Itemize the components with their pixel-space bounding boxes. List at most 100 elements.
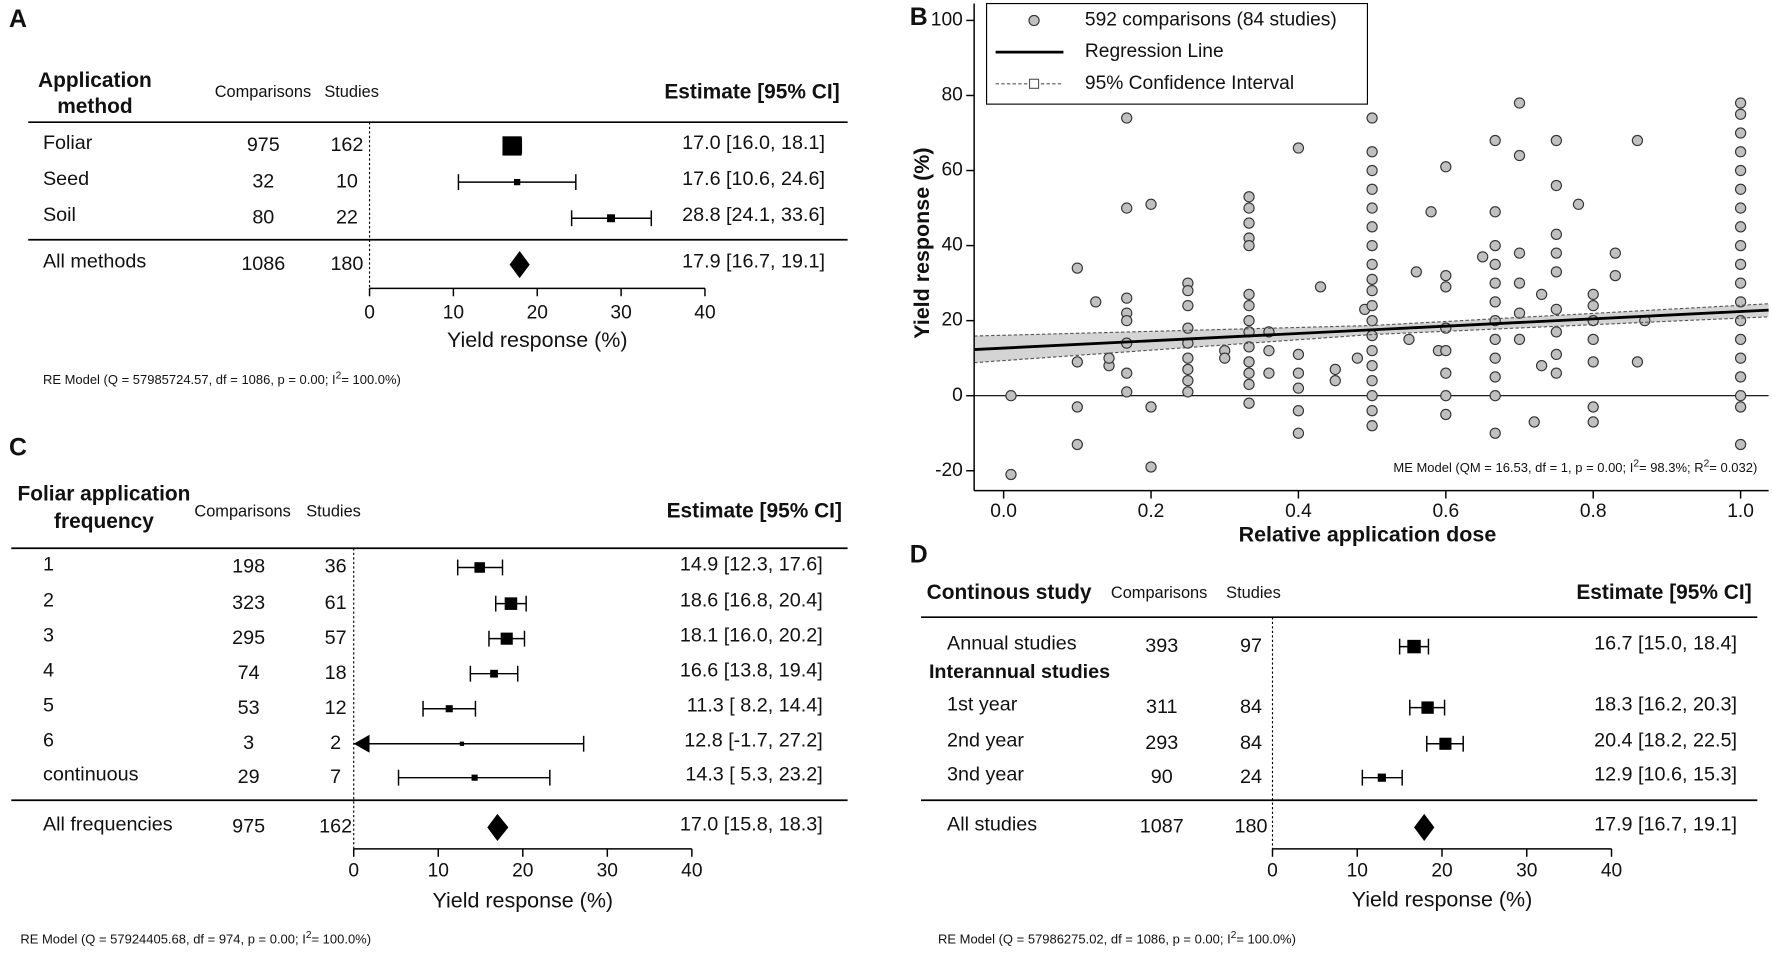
data-point — [1292, 382, 1305, 394]
column-header: Studies — [1226, 584, 1281, 602]
superscript: 2 — [306, 929, 312, 940]
data-point — [1329, 363, 1341, 376]
data-point — [1071, 438, 1083, 451]
estimate-label: 18.3 [16.2, 20.3] — [1594, 694, 1737, 716]
data-point — [1734, 97, 1747, 109]
data-point — [1550, 179, 1563, 192]
studies-value: 162 — [319, 816, 352, 838]
data-point — [1734, 239, 1747, 252]
y-tick-label: -20 — [935, 460, 963, 481]
data-point — [1243, 202, 1255, 214]
x-axis-label: Relative application dose — [1239, 523, 1497, 547]
x-tick-label: 0.0 — [990, 501, 1017, 522]
comparisons-value: 393 — [1145, 635, 1178, 657]
data-point — [1734, 314, 1747, 327]
data-point — [1550, 303, 1563, 316]
data-point — [1513, 307, 1526, 319]
estimate-label: 20.4 [18.2, 22.5] — [1594, 730, 1737, 752]
data-point — [1243, 239, 1255, 252]
data-point — [1587, 416, 1599, 428]
comparisons-value: 1086 — [241, 253, 285, 275]
data-point — [1587, 288, 1599, 301]
data-point — [1366, 239, 1378, 252]
y-tick-label: 0 — [952, 385, 963, 406]
estimate-box — [502, 136, 522, 156]
data-point — [1243, 288, 1255, 301]
panel-letter: D — [910, 541, 928, 569]
studies-value: 24 — [1240, 766, 1262, 788]
data-point — [1366, 284, 1378, 297]
data-point — [1182, 299, 1194, 312]
data-point — [1440, 269, 1452, 282]
data-point — [1243, 356, 1255, 368]
row-label: Foliar — [43, 132, 93, 154]
data-point — [1314, 281, 1327, 293]
row-label: 1 — [43, 553, 54, 575]
note-text: = 98.3%; R — [1639, 461, 1704, 476]
data-point — [1734, 438, 1747, 451]
superscript: 2 — [1231, 929, 1237, 940]
estimate-label: 28.8 [24.1, 33.6] — [682, 204, 825, 226]
data-point — [1734, 146, 1747, 158]
data-point — [1587, 299, 1599, 312]
row-label: 5 — [43, 695, 54, 717]
data-point — [1587, 333, 1599, 346]
data-point — [1366, 258, 1378, 271]
data-point — [1243, 397, 1255, 409]
studies-value: 12 — [325, 697, 347, 719]
estimate-box — [513, 178, 521, 186]
comparisons-value: 975 — [232, 816, 265, 838]
data-point — [1145, 198, 1157, 210]
estimate-box — [490, 669, 498, 678]
data-point — [1535, 360, 1548, 372]
x-tick-label: 0 — [364, 302, 375, 323]
data-point — [1403, 333, 1415, 346]
data-point — [1182, 322, 1194, 334]
data-point — [1734, 333, 1747, 346]
x-tick-label: 40 — [681, 861, 702, 882]
data-point — [1489, 390, 1501, 402]
data-point — [1145, 461, 1157, 473]
x-tick-label: 20 — [527, 302, 548, 323]
ci-bound — [974, 303, 1769, 337]
section-label: Interannual studies — [929, 661, 1110, 683]
data-point — [1243, 191, 1255, 203]
row-label: Seed — [43, 168, 89, 190]
column-header: Foliar application — [17, 483, 190, 506]
row-label: Soil — [43, 204, 76, 226]
regression-line — [974, 308, 1769, 351]
data-point — [1550, 367, 1563, 379]
data-point — [1005, 468, 1017, 481]
data-point — [1292, 348, 1305, 361]
data-point — [1071, 262, 1083, 274]
x-tick-label: 1.0 — [1727, 501, 1754, 522]
row-label: 1st year — [947, 694, 1018, 716]
data-point — [1513, 149, 1526, 162]
data-point — [1489, 258, 1501, 271]
data-point — [1351, 352, 1364, 364]
data-point — [1121, 202, 1133, 214]
comparisons-value: 295 — [232, 627, 265, 649]
comparisons-value: 74 — [238, 662, 260, 684]
estimate-label: 14.9 [12.3, 17.6] — [680, 553, 823, 575]
data-point — [1182, 284, 1194, 297]
x-tick-label: 0.4 — [1285, 501, 1312, 522]
data-point — [1366, 183, 1378, 195]
data-point — [1366, 405, 1378, 417]
data-point — [1440, 367, 1452, 379]
y-tick-label: 80 — [941, 85, 962, 106]
data-point — [1243, 367, 1255, 379]
x-tick-label: 10 — [428, 861, 449, 882]
comparisons-value: 293 — [1145, 732, 1178, 754]
ci-bound — [974, 316, 1769, 364]
legend-box — [986, 2, 1368, 105]
y-tick-label: 60 — [941, 160, 962, 181]
data-point — [1121, 367, 1133, 379]
estimate-box — [607, 214, 616, 223]
column-header: method — [57, 95, 132, 118]
data-point — [1263, 367, 1275, 379]
column-header: Continous study — [927, 581, 1092, 604]
comparisons-value: 3 — [243, 732, 254, 754]
data-point — [1182, 352, 1194, 364]
column-header: Estimate [95% CI] — [664, 80, 839, 103]
